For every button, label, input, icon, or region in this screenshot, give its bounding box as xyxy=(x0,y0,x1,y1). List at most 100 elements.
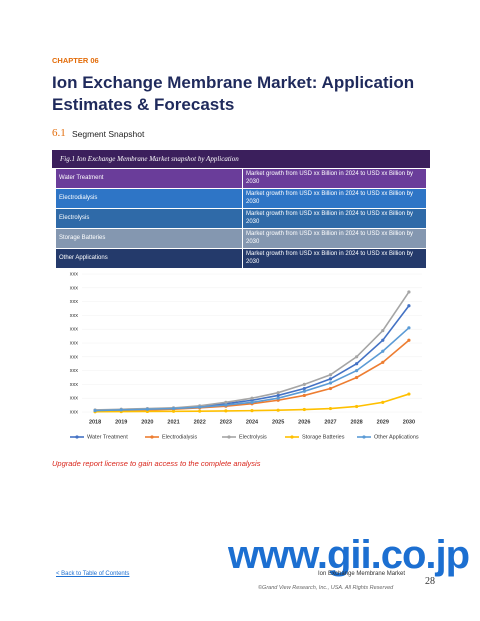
chart: xxx xxx xxx xxx xxx xxx xxx xxx xxx xxx xxx 2018 201… xyxy=(70,271,422,440)
legend-dot xyxy=(150,435,154,439)
segment-name: Storage Batteries xyxy=(56,229,242,248)
point xyxy=(198,405,202,409)
point xyxy=(328,406,333,411)
back-link[interactable]: < Back to Table of Contents xyxy=(56,571,130,577)
x-tick-label: 2020 xyxy=(141,419,153,425)
legend-label: Electrolysis xyxy=(239,434,267,440)
x-tick-label: 2027 xyxy=(324,419,336,425)
legend-dot xyxy=(290,435,294,439)
point xyxy=(198,409,202,413)
table-row: Storage Batteries Market growth from USD … xyxy=(56,229,426,248)
footer-title: Ion Exchange Membrane Market xyxy=(318,571,406,577)
point xyxy=(407,392,411,396)
page-number: 28 xyxy=(425,576,435,587)
x-tick-label: 2021 xyxy=(167,419,179,425)
x-tick-label: 2023 xyxy=(220,419,232,425)
point xyxy=(93,409,97,413)
point xyxy=(355,369,359,373)
y-tick-label: xxx xyxy=(70,396,79,402)
point xyxy=(407,290,411,294)
point xyxy=(328,377,333,381)
segment-name: Water Treatment xyxy=(56,169,242,188)
x-tick-label: 2030 xyxy=(403,419,415,425)
point xyxy=(276,396,280,400)
x-tick-label: 2026 xyxy=(298,419,310,425)
table-row: Electrodialysis Market growth from USD xx… xyxy=(56,189,426,208)
snapshot-table: Water Treatment Market growth from USD xx… xyxy=(56,169,426,269)
y-tick-label: xxx xyxy=(70,313,79,319)
point xyxy=(276,408,280,412)
point xyxy=(250,400,254,404)
point xyxy=(171,406,176,411)
page-title: Ion Exchange Membrane Market: Applicatio… xyxy=(52,73,415,114)
section-number: 6.1 xyxy=(52,127,66,139)
point xyxy=(302,382,306,386)
section-title: Segment Snapshot xyxy=(72,129,145,139)
point xyxy=(355,362,359,366)
point xyxy=(381,400,385,404)
table-row: Other Applications Market growth from USD… xyxy=(56,249,426,268)
segment-name: Other Applications xyxy=(56,249,242,268)
segment-growth: Market growth from USD xx Billion in 202… xyxy=(243,169,426,188)
point xyxy=(302,393,306,398)
point xyxy=(381,349,385,353)
x-tick-label: 2018 xyxy=(89,419,101,425)
point xyxy=(381,338,385,342)
segment-growth: Market growth from USD xx Billion in 202… xyxy=(243,189,426,208)
table-row: Electrolysis Market growth from USD xx Bi… xyxy=(56,209,426,228)
point xyxy=(302,386,306,391)
point xyxy=(224,409,228,413)
point xyxy=(276,393,280,398)
point xyxy=(250,409,254,413)
point xyxy=(250,396,254,400)
point xyxy=(381,360,385,364)
x-tick-label: 2029 xyxy=(377,419,389,425)
point xyxy=(381,328,385,333)
legend-dot xyxy=(227,435,231,439)
x-tick-label: 2019 xyxy=(115,419,127,425)
legend-label: Water Treatment xyxy=(87,434,128,440)
point xyxy=(145,409,149,414)
series-line xyxy=(95,291,410,411)
point xyxy=(407,338,411,342)
x-tick-label: 2028 xyxy=(350,419,362,425)
point xyxy=(276,391,280,395)
segment-growth: Market growth from USD xx Billion in 202… xyxy=(243,249,426,268)
point xyxy=(355,375,359,380)
legend-dot xyxy=(75,435,79,439)
point xyxy=(224,400,228,404)
segment-name: Electrodialysis xyxy=(56,189,242,208)
segment-growth: Market growth from USD xx Billion in 202… xyxy=(243,229,426,248)
upgrade-note: Upgrade report license to gain access to… xyxy=(52,459,261,468)
point xyxy=(328,381,333,385)
legend-label: Electrodialysis xyxy=(162,434,197,440)
point xyxy=(224,403,228,407)
x-tick-label: 2024 xyxy=(246,419,259,425)
series-line xyxy=(95,305,410,412)
point xyxy=(328,386,333,391)
table-row: Water Treatment Market growth from USD xx… xyxy=(56,169,426,188)
y-tick-label: xxx xyxy=(70,271,79,277)
y-tick-label: xxx xyxy=(70,299,79,305)
y-tick-label: xxx xyxy=(70,382,79,388)
y-tick-label: xxx xyxy=(70,368,79,374)
point xyxy=(407,326,411,330)
legend-label: Storage Batteries xyxy=(302,434,345,440)
point xyxy=(355,355,359,359)
figure-caption: Fig.1 Ion Exchange Membrane Market snaps… xyxy=(52,150,430,168)
point xyxy=(119,408,123,412)
x-tick-label: 2022 xyxy=(194,419,206,425)
watermark: www.gii.co.jp xyxy=(228,533,470,577)
x-tick-label: 2025 xyxy=(272,419,284,425)
point xyxy=(302,389,306,393)
y-tick-label: xxx xyxy=(70,340,79,346)
y-tick-label: xxx xyxy=(70,409,79,415)
point xyxy=(171,409,176,413)
legend-label: Other Applications xyxy=(374,434,419,440)
y-tick-label: xxx xyxy=(70,354,79,360)
segment-name: Electrolysis xyxy=(56,209,242,228)
y-tick-label: xxx xyxy=(70,327,79,333)
point xyxy=(302,407,306,412)
segment-growth: Market growth from USD xx Billion in 202… xyxy=(243,209,426,228)
